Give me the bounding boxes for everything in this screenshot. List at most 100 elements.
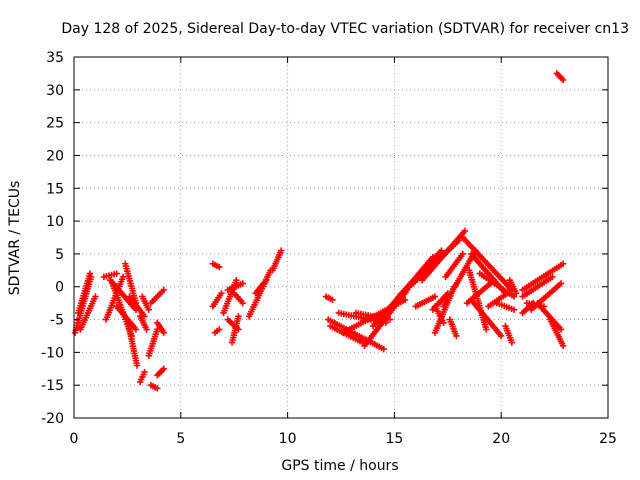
data-point (483, 326, 490, 333)
data-point (239, 299, 246, 307)
data-track (147, 286, 167, 307)
data-track (231, 290, 246, 307)
data-track (211, 326, 223, 336)
y-tick-label: -10 (41, 345, 64, 361)
data-point (431, 293, 439, 300)
data-point (239, 280, 246, 287)
y-tick-label: 10 (46, 214, 64, 230)
y-tick-label: 0 (55, 280, 64, 296)
data-point (559, 260, 567, 267)
data-track (100, 270, 120, 281)
data-point (160, 365, 167, 372)
data-point (143, 326, 150, 333)
data-point (453, 332, 460, 340)
data-point (132, 326, 140, 333)
data-point (119, 273, 127, 281)
data-track (147, 381, 161, 392)
y-tick-labels: -20 -15 -10 -5 0 5 10 15 20 25 30 35 (41, 50, 64, 427)
data-track (209, 290, 225, 310)
axis-ticks (73, 56, 609, 419)
data-track (506, 276, 520, 297)
y-tick-label: -15 (41, 378, 64, 394)
data-point (386, 316, 394, 323)
data-point (216, 263, 223, 271)
data-point (380, 345, 387, 353)
data-track (137, 368, 148, 386)
x-tick-label: 10 (279, 431, 297, 447)
data-track (75, 270, 94, 317)
data-track (502, 322, 516, 346)
y-tick-label: 35 (46, 50, 64, 66)
data-point (216, 326, 223, 333)
x-tick-label: 5 (176, 431, 185, 447)
data-point (510, 293, 518, 300)
x-tick-label: 25 (599, 431, 617, 447)
data-point (92, 293, 99, 300)
x-axis-label: GPS time / hours (281, 458, 398, 474)
x-tick-label: 20 (492, 431, 510, 447)
data-track (269, 247, 285, 274)
data-track (519, 273, 556, 300)
data-point (218, 290, 225, 297)
data-track (137, 313, 150, 333)
data-point (559, 342, 567, 349)
data-track (154, 365, 167, 379)
data-point (549, 273, 556, 281)
data-point (557, 326, 565, 333)
y-tick-label: -20 (41, 411, 64, 427)
data-track (431, 303, 447, 327)
data-point (233, 276, 240, 284)
x-tick-label: 0 (70, 431, 79, 447)
data-point (440, 319, 447, 327)
data-point (277, 247, 285, 254)
data-point (145, 306, 152, 313)
data-point (459, 250, 466, 258)
data-track (412, 293, 439, 310)
data-track (322, 293, 336, 304)
y-tick-label: -5 (50, 313, 64, 329)
plot-frame (73, 56, 609, 419)
data-point (512, 290, 520, 297)
data-point (235, 313, 242, 320)
data-track (209, 260, 223, 271)
y-tick-label: 30 (46, 83, 64, 99)
y-tick-label: 20 (46, 148, 64, 164)
y-tick-label: 5 (55, 247, 64, 263)
y-tick-label: 15 (46, 181, 64, 197)
data-track (519, 260, 567, 294)
data-track (459, 234, 516, 294)
data-point (508, 339, 516, 346)
data-point (329, 296, 336, 304)
chart-title: Day 128 of 2025, Sidereal Day-to-day VTE… (61, 21, 629, 37)
grid-lines (74, 57, 608, 418)
data-track (124, 316, 141, 369)
data-track (145, 326, 161, 359)
data-track (252, 276, 270, 297)
data-track (534, 299, 565, 333)
x-tick-labels: 0 5 10 15 20 25 (70, 431, 617, 447)
data-point (141, 368, 148, 376)
data-point (438, 247, 445, 254)
data-point (401, 296, 409, 304)
x-tick-label: 15 (385, 431, 403, 447)
data-point (160, 329, 167, 336)
data-track (442, 250, 466, 281)
data-point (510, 306, 518, 313)
data-point (86, 270, 94, 277)
data-track (228, 313, 242, 346)
data-track (245, 267, 274, 320)
data-track (553, 70, 567, 84)
data-point (263, 276, 270, 284)
data-point (133, 362, 141, 369)
data-point (504, 290, 511, 297)
data-track (547, 316, 567, 349)
data-track (224, 280, 246, 294)
data-track (77, 293, 99, 333)
data-track (418, 227, 469, 284)
data-track (468, 296, 505, 340)
data-track (139, 293, 152, 313)
data-point (498, 332, 505, 340)
data-track (154, 319, 167, 336)
data-point (559, 76, 567, 84)
